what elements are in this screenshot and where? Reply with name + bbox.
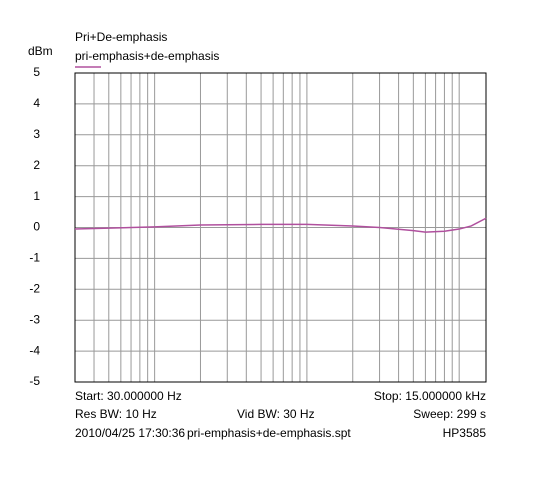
y-tick-label: 2 — [33, 158, 40, 172]
stop-label: Stop: 15.000000 kHz — [374, 389, 486, 403]
date-label: 2010/04/25 17:30:36 — [75, 426, 185, 440]
start-label: Start: 30.000000 Hz — [75, 389, 182, 403]
y-tick-label: 0 — [33, 220, 40, 234]
y-tick-label: 3 — [33, 127, 40, 141]
res-bw-label: Res BW: 10 Hz — [75, 407, 157, 421]
y-tick-label: -3 — [29, 312, 40, 326]
y-axis-label: dBm — [28, 44, 53, 58]
sweep-label: Sweep: 299 s — [413, 407, 486, 421]
plot-border — [74, 72, 487, 383]
file-label: pri-emphasis+de-emphasis.spt — [187, 426, 351, 440]
y-tick-label: -1 — [29, 251, 40, 265]
instrument-label: HP3585 — [443, 426, 487, 440]
vid-bw-label: Vid BW: 30 Hz — [237, 407, 315, 421]
y-tick-label: -2 — [29, 281, 40, 295]
y-tick-label: -4 — [29, 343, 40, 357]
legend-label: pri-emphasis+de-emphasis — [75, 49, 219, 63]
chart-title: Pri+De-emphasis — [75, 30, 167, 44]
y-tick-label: 1 — [33, 189, 40, 203]
y-tick-label: 5 — [33, 65, 40, 79]
data-line — [74, 217, 487, 233]
y-tick-label: -5 — [29, 374, 40, 388]
y-tick-label: 4 — [33, 96, 40, 110]
